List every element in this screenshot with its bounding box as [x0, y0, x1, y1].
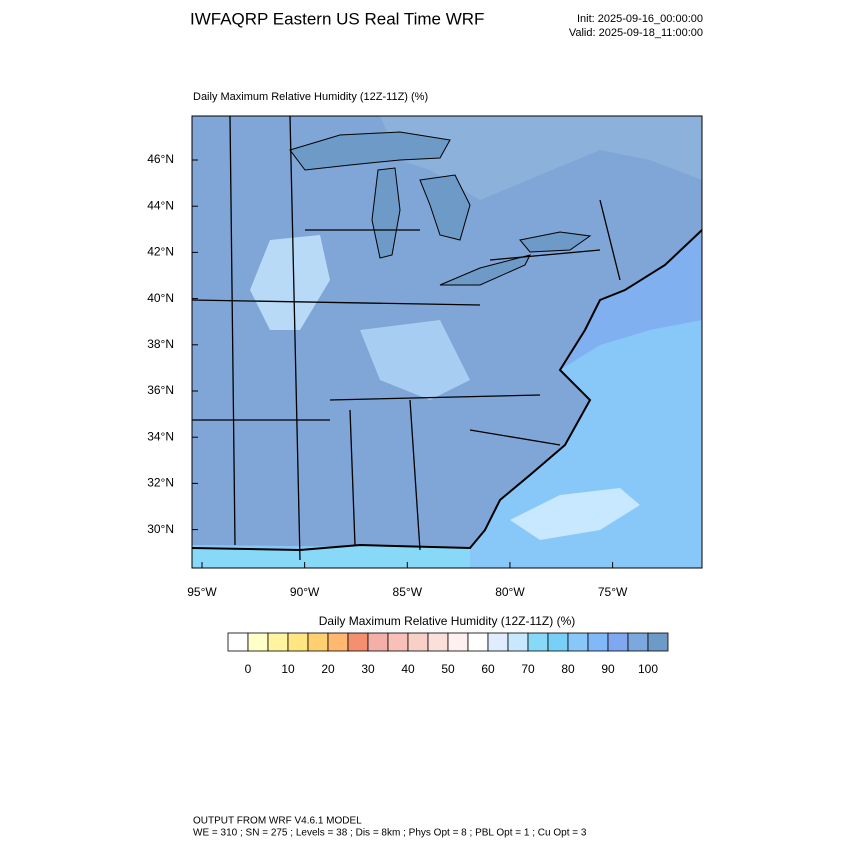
colorbar-box	[647, 632, 669, 652]
colorbar-box	[507, 632, 529, 652]
lat-label: 44°N	[147, 198, 174, 212]
colorbar-box	[447, 632, 469, 652]
colorbar-box	[247, 632, 269, 652]
colorbar-box	[367, 632, 389, 652]
colorbar-label: 10	[281, 662, 295, 676]
gulf	[192, 545, 470, 568]
colorbar-box	[307, 632, 329, 652]
colorbar-label: 90	[601, 662, 615, 676]
lat-label: 32°N	[147, 476, 174, 490]
lat-label: 46°N	[147, 152, 174, 166]
colorbar-label: 0	[245, 662, 252, 676]
colorbar-box	[607, 632, 629, 652]
land-patch	[360, 320, 470, 400]
map-subtitle: Daily Maximum Relative Humidity (12Z-11Z…	[193, 91, 428, 103]
footer-line: WE = 310 ; SN = 275 ; Levels = 38 ; Dis …	[193, 828, 587, 839]
lon-label: 95°W	[187, 585, 217, 599]
lake-michigan	[371, 167, 401, 259]
lat-label: 38°N	[147, 337, 174, 351]
colorbar-box	[347, 632, 369, 652]
colorbar-title: Daily Maximum Relative Humidity (12Z-11Z…	[319, 614, 576, 628]
lat-label: 34°N	[147, 429, 174, 443]
state-borders	[191, 115, 621, 561]
title: IWFAQRP Eastern US Real Time WRF	[190, 9, 484, 28]
lake-superior	[289, 131, 451, 171]
ocean-north	[560, 230, 702, 370]
colorbar-label: 40	[401, 662, 415, 676]
lake-erie	[439, 254, 531, 286]
colorbar-label: 80	[561, 662, 575, 676]
colorbar-box	[227, 632, 249, 652]
colorbar-label: 70	[521, 662, 535, 676]
lon-label: 80°W	[495, 585, 525, 599]
init-time: Init: 2025-09-16_00:00:00	[577, 13, 703, 25]
map-frame	[191, 115, 703, 569]
lat-label: 36°N	[147, 383, 174, 397]
lon-label: 90°W	[290, 585, 320, 599]
land-patch	[250, 235, 330, 330]
lat-label: 40°N	[147, 291, 174, 305]
colorbar-label: 30	[361, 662, 375, 676]
lat-label: 30°N	[147, 522, 174, 536]
dry-ocean-patch	[510, 488, 640, 540]
lon-label: 75°W	[598, 585, 628, 599]
colorbar-label: 20	[321, 662, 335, 676]
lat-label: 42°N	[147, 245, 174, 259]
colorbar-box	[407, 632, 429, 652]
colorbar-label: 60	[481, 662, 495, 676]
colorbar-box	[327, 632, 349, 652]
colorbar-box	[527, 632, 549, 652]
colorbar-box	[267, 632, 289, 652]
lake-huron	[419, 174, 471, 241]
colorbar-box	[627, 632, 649, 652]
colorbar-box	[467, 632, 489, 652]
colorbar-box	[567, 632, 589, 652]
colorbar-label: 50	[441, 662, 455, 676]
coastline	[191, 229, 703, 552]
colorbar-box	[547, 632, 569, 652]
map	[191, 115, 703, 569]
valid-time: Valid: 2025-09-18_11:00:00	[569, 27, 703, 39]
colorbar-box	[587, 632, 609, 652]
colorbar-label: 100	[638, 662, 658, 676]
lon-label: 85°W	[393, 585, 423, 599]
colorbar-box	[387, 632, 409, 652]
colorbar-box	[287, 632, 309, 652]
colorbar-box	[487, 632, 509, 652]
footer-line: OUTPUT FROM WRF V4.6.1 MODEL	[193, 816, 362, 827]
canada	[380, 116, 702, 200]
ocean	[192, 230, 702, 568]
lake-ontario	[519, 231, 592, 253]
colorbar-box	[427, 632, 449, 652]
